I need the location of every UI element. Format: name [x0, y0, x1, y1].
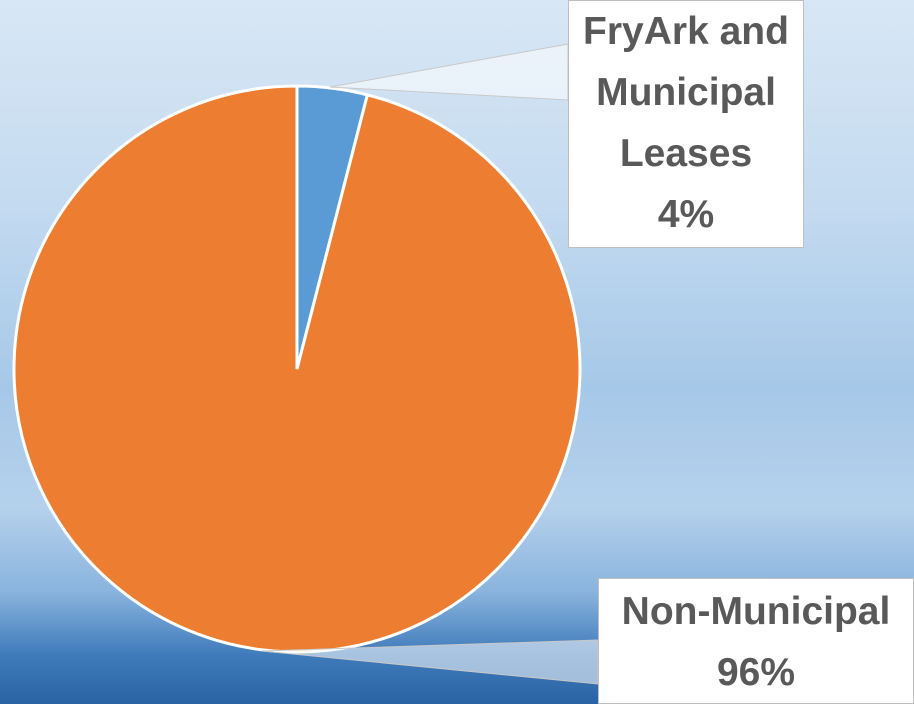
category-label: Non-Municipal	[621, 590, 891, 633]
pie-slice	[12, 84, 582, 654]
value-label: 4%	[657, 193, 715, 236]
category-label: FryArk and Municipal Leases	[583, 10, 789, 175]
data-label: Non-Municipal 96%	[598, 578, 914, 704]
data-label: FryArk and Municipal Leases 4%	[568, 0, 804, 248]
leader-line	[329, 43, 569, 101]
value-label: 96%	[716, 651, 796, 694]
